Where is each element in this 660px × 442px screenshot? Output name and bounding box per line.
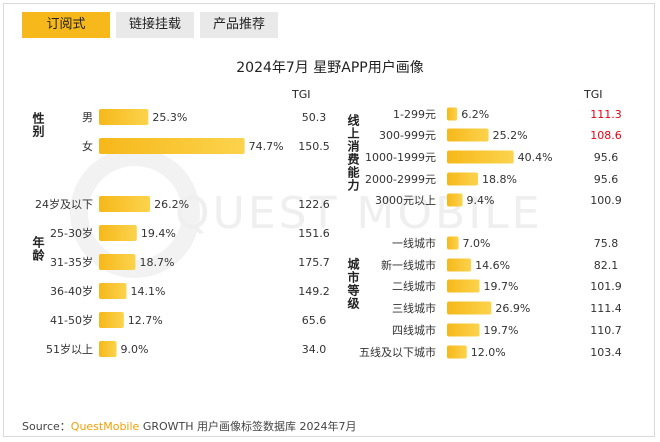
category-label: 女: [82, 139, 93, 153]
group-label-age: 年龄: [31, 236, 45, 262]
data-label: 14.1%: [130, 285, 165, 298]
data-label: 18.7%: [139, 256, 174, 269]
category-label: 二线城市: [392, 279, 436, 293]
data-label: 74.7%: [249, 140, 284, 153]
data-label: 12.0%: [471, 346, 506, 359]
category-label: 男: [82, 111, 93, 124]
tgi-value: 100.9: [590, 194, 622, 207]
tgi-value: 175.7: [298, 256, 330, 269]
category-label: 新一线城市: [381, 258, 436, 272]
tgi-value: 111.3: [590, 108, 622, 121]
bar: [99, 196, 151, 212]
source-brand: QuestMobile: [70, 420, 140, 433]
data-label: 25.2%: [493, 129, 528, 142]
category-label: 四线城市: [392, 323, 436, 337]
source-prefix: Source：: [22, 420, 71, 433]
data-label: 25.3%: [152, 111, 187, 124]
bar: [99, 225, 137, 241]
tab-subscription[interactable]: 订阅式: [22, 12, 110, 38]
category-label: 24岁及以下: [35, 197, 93, 211]
watermark-text: QUEST MOBILE: [175, 188, 543, 239]
data-label: 19.7%: [484, 280, 519, 293]
source-note: Source：QuestMobile GROWTH 用户画像标签数据库 2024…: [22, 418, 357, 434]
source-suffix: GROWTH 用户画像标签数据库 2024年7月: [142, 420, 357, 433]
tgi-header-right: TGI: [584, 88, 603, 101]
tgi-value: 75.8: [594, 237, 619, 250]
data-label: 26.9%: [495, 302, 530, 315]
group-label-consumption: 线上消费能力: [346, 114, 360, 192]
category-label: 51岁以上: [46, 342, 93, 356]
tgi-header-left: TGI: [292, 88, 311, 101]
bar: [99, 254, 136, 270]
tgi-value: 110.7: [590, 324, 622, 337]
bar: [99, 341, 117, 357]
tgi-value: 50.3: [302, 111, 327, 124]
data-label: 40.4%: [518, 151, 553, 164]
category-label: 一线城市: [392, 236, 436, 250]
data-label: 12.7%: [128, 314, 163, 327]
tgi-value: 65.6: [302, 314, 327, 327]
tgi-value: 34.0: [302, 343, 327, 356]
tgi-value: 103.4: [590, 346, 622, 359]
bar: [447, 323, 480, 337]
data-label: 19.4%: [141, 227, 176, 240]
bar: [447, 107, 458, 121]
bar: [447, 128, 489, 142]
bar: [447, 301, 492, 315]
tgi-value: 95.6: [594, 151, 619, 164]
category-label: 五线及以下城市: [359, 345, 436, 359]
tgi-value: 151.6: [298, 227, 330, 240]
bar: [99, 312, 124, 328]
tgi-value: 82.1: [594, 259, 619, 272]
tgi-value: 108.6: [590, 129, 622, 142]
bar: [447, 258, 472, 272]
category-label: 41-50岁: [50, 313, 93, 327]
tgi-value: 95.6: [594, 173, 619, 186]
bar: [447, 279, 480, 293]
tab-product-recommend[interactable]: 产品推荐: [200, 12, 278, 38]
tgi-value: 149.2: [298, 285, 330, 298]
data-label: 14.6%: [475, 259, 510, 272]
tgi-value: 111.4: [590, 302, 622, 315]
data-label: 9.0%: [121, 343, 149, 356]
tgi-value: 101.9: [590, 280, 622, 293]
category-label: 31-35岁: [50, 255, 93, 269]
category-label: 25-30岁: [50, 226, 93, 240]
category-label: 1000-1999元: [365, 151, 436, 164]
data-label: 18.8%: [482, 173, 517, 186]
bar: [447, 236, 459, 250]
bar: [99, 138, 245, 154]
data-label: 7.0%: [463, 237, 491, 250]
data-label: 19.7%: [484, 324, 519, 337]
data-label: 9.4%: [467, 194, 495, 207]
group-label-city-tier: 城市等级: [346, 258, 360, 310]
category-label: 36-40岁: [50, 284, 93, 298]
tgi-value: 122.6: [298, 198, 330, 211]
tab-link-mount[interactable]: 链接挂载: [116, 12, 194, 38]
group-label-gender: 性别: [31, 112, 45, 138]
bar: [99, 109, 149, 125]
category-label: 300-999元: [379, 129, 436, 142]
category-label: 3000元以上: [375, 194, 436, 207]
category-label: 三线城市: [392, 301, 436, 315]
bar: [447, 193, 463, 207]
data-label: 26.2%: [154, 198, 189, 211]
chart-title: 2024年7月 星野APP用户画像: [236, 60, 424, 76]
tgi-value: 150.5: [298, 140, 330, 153]
bar: [447, 345, 467, 359]
bar: [447, 150, 514, 164]
category-label: 2000-2999元: [365, 173, 436, 186]
bar: [99, 283, 127, 299]
data-label: 6.2%: [461, 108, 489, 121]
category-label: 1-299元: [393, 108, 436, 121]
bar: [447, 172, 479, 186]
